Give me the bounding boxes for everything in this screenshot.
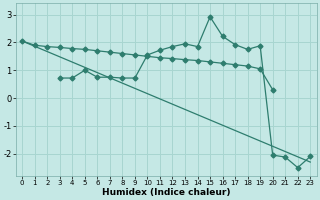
X-axis label: Humidex (Indice chaleur): Humidex (Indice chaleur) [102, 188, 230, 197]
